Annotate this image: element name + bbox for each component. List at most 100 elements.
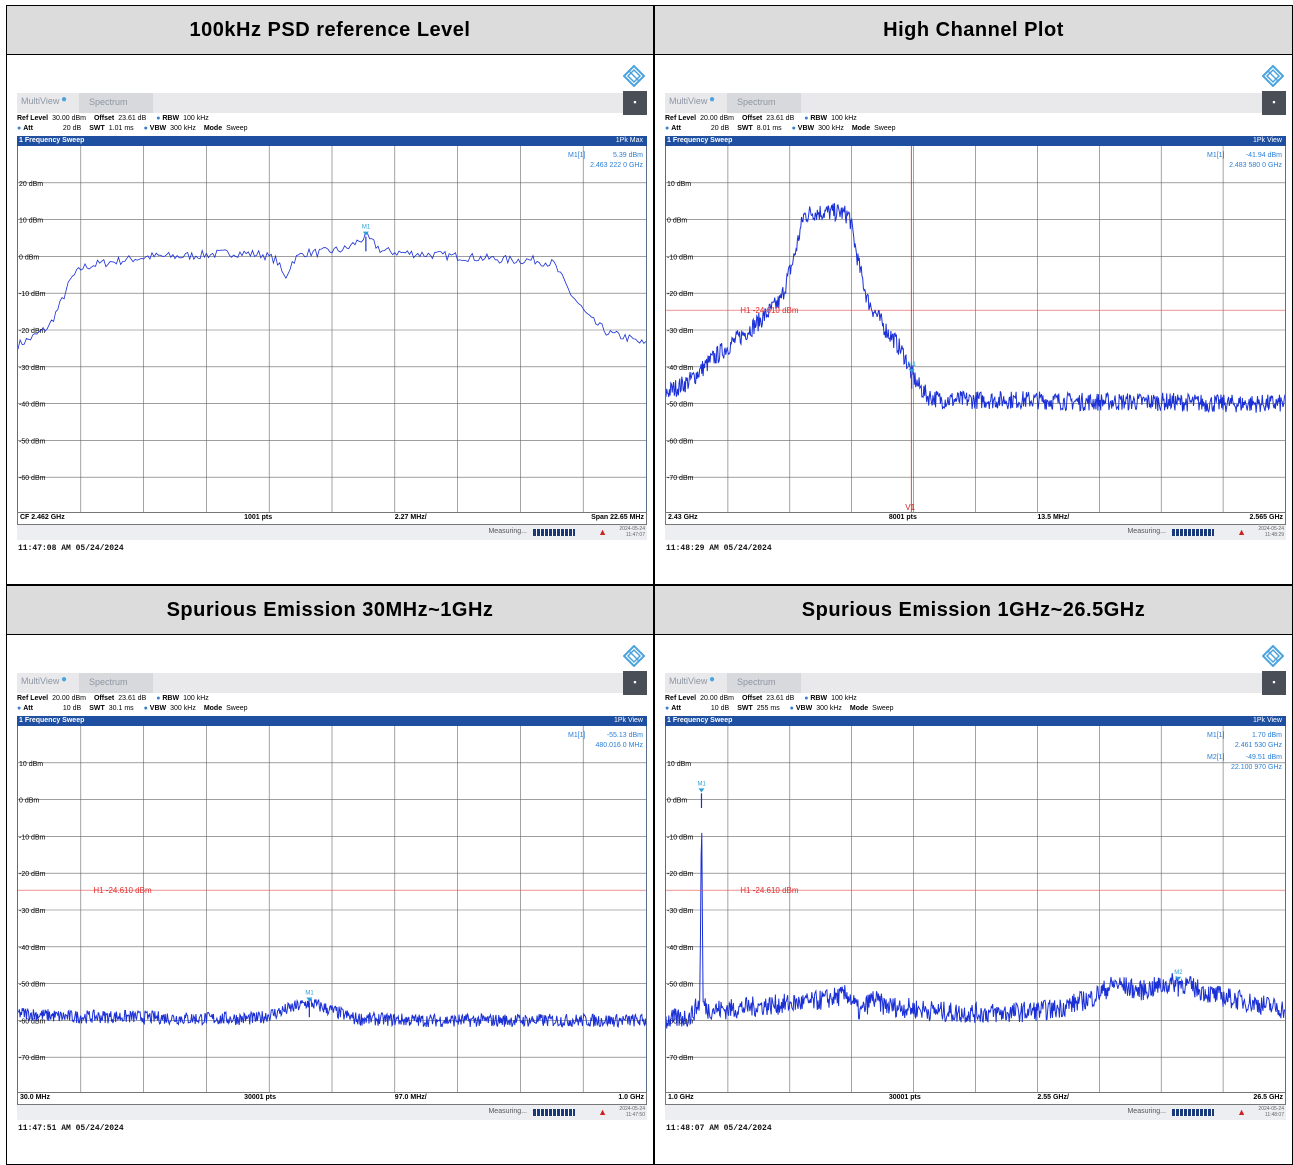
- att-value: 10 dB: [710, 705, 730, 712]
- vbw-indicator-icon: ●: [789, 125, 798, 132]
- rohde-schwarz-logo-icon: [1262, 645, 1284, 667]
- warning-icon: ▲: [598, 527, 607, 537]
- menu-button[interactable]: ▪: [623, 91, 647, 115]
- v1-label: V1: [905, 503, 915, 512]
- trace-mode: 1Pk View: [613, 717, 643, 724]
- sweep-points: 1001 pts: [244, 514, 273, 521]
- sweep-points: 30001 pts: [888, 1094, 921, 1101]
- tab-spectrum[interactable]: Spectrum: [727, 673, 801, 693]
- measuring-progress-bar: [533, 529, 575, 536]
- marker-readout-id: M1[1]: [568, 152, 586, 159]
- frequency-per-div: 97.0 MHz/: [394, 1094, 427, 1101]
- sweep-title-bar: 1 Frequency Sweep 1Pk View: [665, 716, 1286, 726]
- spectrum-chart: 10 dBm 0 dBm -10 dBm -20 dBm -30 dBm -40 dBm -…: [666, 726, 1285, 1094]
- rohde-schwarz-logo-icon: [623, 645, 645, 667]
- tab-bar: MultiView ● Spectrum ▪: [665, 671, 1286, 695]
- vbw-label: VBW: [149, 705, 167, 712]
- offset-value: 23.61 dB: [118, 695, 147, 702]
- menu-button[interactable]: ▪: [1262, 671, 1286, 695]
- analyzer-screen: MultiView ● Spectrum ▪ Ref Level 30.00 dBm Off…: [17, 65, 647, 540]
- panel-header: Spurious Emission 30MHz~1GHz: [6, 585, 654, 635]
- tab-spectrum[interactable]: Spectrum: [79, 93, 153, 113]
- y-tick-label: 0 dBm: [19, 798, 39, 805]
- tab-bar: MultiView ● Spectrum ▪: [17, 671, 647, 695]
- offset-value: 23.61 dB: [118, 115, 147, 122]
- spectrum-chart: 10 dBm 0 dBm -10 dBm -20 dBm -30 dBm -40 dBm -…: [18, 726, 646, 1094]
- marker-label: M1: [362, 225, 371, 231]
- trace-mode: 1Pk View: [1252, 717, 1282, 724]
- vbw-value: 300 kHz: [818, 125, 844, 132]
- sweep-title-bar: 1 Frequency Sweep 1Pk Max: [17, 136, 647, 146]
- frequency-axis-bar: 30.0 MHz 30001 pts 97.0 MHz/1.0 GHz: [17, 1092, 647, 1105]
- att-label: Att: [23, 125, 33, 132]
- marker-readout-id: M1[1]: [1207, 152, 1225, 159]
- ref-level-value: 30.00 dBm: [52, 115, 86, 122]
- status-time: 11:47:07: [625, 532, 645, 538]
- rbw-value: 100 kHz: [831, 115, 857, 122]
- y-tick-label: -20 dBm: [667, 871, 694, 878]
- measurement-params: Ref Level 30.00 dBm Offset 23.61 dB ● RBW 10…: [17, 114, 256, 134]
- stop-frequency: 2.565 GHz: [1249, 514, 1283, 521]
- tab-spectrum[interactable]: Spectrum: [727, 93, 801, 113]
- swt-label: SWT: [89, 705, 105, 712]
- marker-label: M1: [908, 362, 917, 368]
- status-bar: Measuring... ▲ 2024-05-24 11:48:29: [665, 525, 1286, 540]
- y-tick-label: -30 dBm: [667, 908, 694, 915]
- tab-spectrum[interactable]: Spectrum: [79, 673, 153, 693]
- params-line-1: Ref Level 20.00 dBm Offset 23.61 dB ● RBW 10…: [665, 694, 902, 704]
- swt-value: 30.1 ms: [108, 705, 134, 712]
- marker-triangle-icon: [698, 788, 705, 793]
- tab-active-dot-icon: ●: [709, 674, 716, 685]
- y-tick-label: 10 dBm: [19, 218, 43, 225]
- tab-multiview[interactable]: MultiView: [669, 676, 708, 686]
- vbw-label: VBW: [795, 705, 813, 712]
- params-line-1: Ref Level 30.00 dBm Offset 23.61 dB ● RBW 10…: [17, 114, 256, 124]
- vbw-label: VBW: [797, 125, 815, 132]
- spectrum-chart: 10 dBm 0 dBm -10 dBm -20 dBm -30 dBm -40 dBm -…: [666, 146, 1285, 514]
- marker-label: M2: [1174, 970, 1183, 976]
- marker-readout-id: M1[1]: [1207, 732, 1225, 739]
- swt-label: SWT: [737, 125, 753, 132]
- trace-line: [666, 832, 1285, 1029]
- tab-multiview[interactable]: MultiView: [21, 96, 60, 106]
- stop-frequency: 1.0 GHz: [618, 1094, 644, 1101]
- frequency-per-div: 2.55 GHz/: [1037, 1094, 1069, 1101]
- measuring-status: Measuring...: [488, 528, 527, 535]
- frequency-per-div: 13.5 MHz/: [1037, 514, 1070, 521]
- screenshot-timestamp: 11:48:07 AM 05/24/2024: [666, 1124, 772, 1133]
- marker-triangle-icon: [1175, 976, 1182, 981]
- trace-mode: 1Pk View: [1252, 137, 1282, 144]
- measuring-progress-bar: [1172, 529, 1214, 536]
- status-datetime: 2024-05-24 11:48:07: [1258, 1106, 1284, 1118]
- marker-readout-level: -49.51 dBm: [1246, 754, 1282, 761]
- sweep-points: 8001 pts: [888, 514, 917, 521]
- rbw-label: RBW: [810, 695, 828, 702]
- offset-label: Offset: [93, 115, 115, 122]
- ref-level-label: Ref Level: [665, 695, 697, 702]
- params-line-1: Ref Level 20.00 dBm Offset 23.61 dB ● RBW 10…: [665, 114, 904, 124]
- rbw-indicator-icon: ●: [154, 695, 163, 702]
- y-tick-label: -70 dBm: [667, 1055, 694, 1062]
- spectrum-plot: 10 dBm 0 dBm -10 dBm -20 dBm -30 dBm -40 dBm -…: [17, 726, 647, 1094]
- menu-button[interactable]: ▪: [1262, 91, 1286, 115]
- mode-label: Mode: [851, 125, 871, 132]
- tab-multiview[interactable]: MultiView: [669, 96, 708, 106]
- sweep-title-bar: 1 Frequency Sweep 1Pk View: [665, 136, 1286, 146]
- tab-bar: MultiView ● Spectrum ▪: [17, 91, 647, 115]
- marker-readout-level: 5.39 dBm: [613, 152, 643, 159]
- vbw-indicator-icon: ●: [141, 125, 150, 132]
- att-indicator-icon: ●: [665, 705, 672, 712]
- trace-mode: 1Pk Max: [615, 137, 643, 144]
- marker-readout-freq: 2.483 580 0 GHz: [1229, 162, 1282, 169]
- h1-label: H1 -24.610 dBm: [740, 306, 799, 315]
- y-tick-label: -30 dBm: [19, 908, 46, 915]
- y-tick-label: -50 dBm: [19, 982, 46, 989]
- offset-value: 23.61 dB: [766, 115, 795, 122]
- h1-label: H1 -24.610 dBm: [93, 886, 152, 895]
- y-tick-label: 10 dBm: [667, 181, 691, 188]
- spectrum-plot: 10 dBm 0 dBm -10 dBm -20 dBm -30 dBm -40 dBm -…: [665, 726, 1286, 1094]
- offset-label: Offset: [741, 695, 763, 702]
- menu-button[interactable]: ▪: [623, 671, 647, 695]
- tab-multiview[interactable]: MultiView: [21, 676, 60, 686]
- marker-readout-level: -41.94 dBm: [1246, 152, 1282, 159]
